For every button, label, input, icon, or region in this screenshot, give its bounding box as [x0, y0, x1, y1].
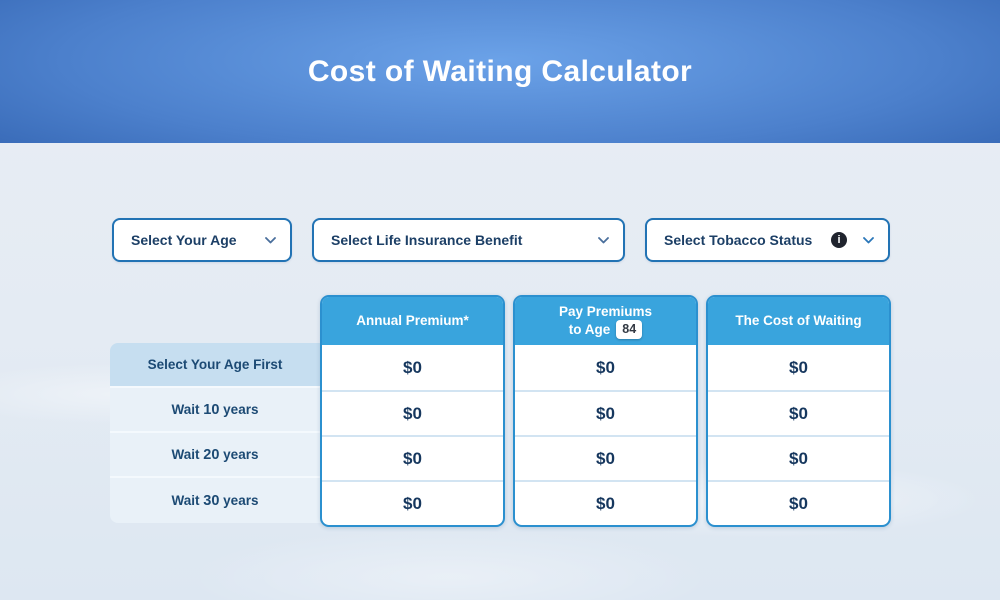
- column-header-text: Annual Premium*: [356, 313, 469, 329]
- annual-premium-value: $0: [322, 390, 503, 435]
- annual-premium-value: $0: [403, 357, 422, 377]
- select-tobacco-dropdown[interactable]: Select Tobacco Status i: [645, 218, 890, 262]
- pay-premiums-value: $0: [515, 390, 696, 435]
- table-row-labels: Select Your Age First Wait 10 years Wait…: [110, 343, 320, 523]
- pay-premiums-value: $0: [596, 357, 615, 377]
- select-benefit-dropdown[interactable]: Select Life Insurance Benefit: [312, 218, 625, 262]
- column-header-text: to Age: [568, 321, 611, 337]
- annual-premium-value: $0: [322, 435, 503, 480]
- select-tobacco-dropdown-label: Select Tobacco Status: [664, 232, 813, 248]
- select-age-dropdown-label: Select Your Age: [131, 232, 237, 248]
- row-label-wait-10: Wait 10 years: [110, 388, 320, 433]
- pay-premiums-header: Pay Premiums to Age 84: [515, 297, 696, 345]
- annual-premium-column: Annual Premium* $0 $0 $0 $0: [320, 295, 505, 527]
- row-label-number: 30: [203, 492, 220, 509]
- row-label-number: 20: [203, 446, 220, 463]
- pay-premiums-value: $0: [515, 435, 696, 480]
- annual-premium-value: $0: [322, 480, 503, 525]
- row-label-text: years: [219, 402, 259, 417]
- select-benefit-dropdown-label: Select Life Insurance Benefit: [331, 232, 523, 248]
- select-age-dropdown[interactable]: Select Your Age: [112, 218, 292, 262]
- cost-of-waiting-column: The Cost of Waiting $0 $0 $0 $0: [706, 295, 891, 527]
- chevron-down-icon: [265, 236, 276, 244]
- pay-premiums-value: $0: [515, 480, 696, 525]
- chevron-down-icon: [863, 236, 874, 244]
- row-label-wait-30: Wait 30 years: [110, 478, 320, 523]
- column-header-text: The Cost of Waiting: [735, 313, 862, 329]
- cost-of-waiting-value: $0: [708, 480, 889, 525]
- column-header-text: Pay Premiums: [558, 303, 653, 319]
- row-label-text: Select Your Age First: [147, 357, 283, 372]
- row-label-text: years: [219, 447, 259, 462]
- cost-of-waiting-value: $0: [789, 357, 808, 377]
- hero-banner: Cost of Waiting Calculator: [0, 0, 1000, 143]
- chevron-down-icon: [598, 236, 609, 244]
- cost-of-waiting-header: The Cost of Waiting: [708, 297, 889, 345]
- row-label-text: Wait: [171, 493, 204, 508]
- page-title: Cost of Waiting Calculator: [307, 54, 693, 88]
- row-label-select-age-first: Select Your Age First: [110, 343, 320, 388]
- row-label-text: Wait: [171, 402, 204, 417]
- row-label-number: 10: [203, 401, 220, 418]
- row-label-text: years: [219, 493, 259, 508]
- row-label-text: Wait: [171, 447, 204, 462]
- info-icon[interactable]: i: [831, 232, 847, 248]
- age-badge: 84: [616, 320, 643, 340]
- cost-of-waiting-value: $0: [708, 390, 889, 435]
- annual-premium-header: Annual Premium*: [322, 297, 503, 345]
- cost-of-waiting-value: $0: [708, 435, 889, 480]
- row-label-wait-20: Wait 20 years: [110, 433, 320, 478]
- pay-premiums-column: Pay Premiums to Age 84 $0 $0 $0 $0: [513, 295, 698, 527]
